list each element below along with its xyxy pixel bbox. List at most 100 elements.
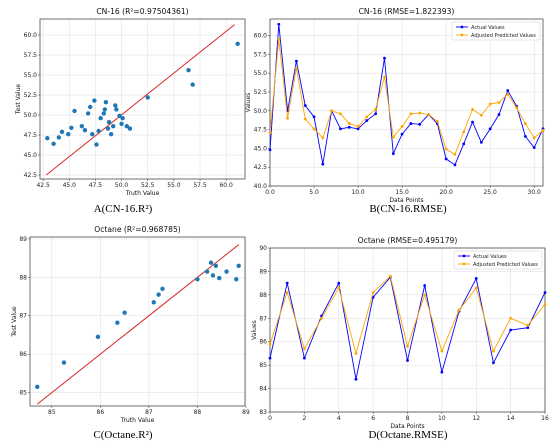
scatter-point [236,263,241,269]
scatter-point [234,277,239,282]
series-point-predicted [427,113,430,116]
series-point-predicted [330,109,334,113]
series-point-actual [365,119,369,122]
series-point-predicted [268,342,272,346]
panel-c-scatter-octane: 85 86 87 88 89 85 86 87 88 89 Octane (R²=0.968785)… [11,225,250,424]
series-point-actual [356,127,360,131]
x-axis-label: Data Points [389,197,423,204]
series-point-predicted [312,127,316,131]
y-tick-label: 42.5 [24,172,38,179]
series-point-predicted [543,302,547,306]
series-line-actual [269,24,544,166]
scatter-point [106,120,112,125]
scatter-point [208,260,214,265]
legend-box [451,21,541,41]
series-point-predicted [479,113,483,117]
x-axis-label: Data Points [390,423,424,430]
scatter-point [156,292,161,297]
scatter-point [96,128,101,134]
scatter-point [95,334,101,340]
series-point-predicted [474,286,478,290]
x-tick-label: 16 [541,415,549,422]
scatter-point [69,125,74,130]
x-tick-label: 4 [337,415,341,422]
y-tick-label: 47.5 [24,132,38,139]
scatter-point [111,124,116,129]
axes-frame [39,18,246,180]
x-tick-label: 50.0 [115,182,129,189]
y-tick-label: 88 [19,274,27,281]
series-point-actual [444,157,448,161]
series-point-predicted [418,111,422,115]
x-tick-label: 8 [406,415,410,422]
y-tick-label: 52.5 [254,89,268,96]
series-point-predicted [523,122,527,125]
series-point-predicted [406,345,409,348]
chart-title: CN-16 (RMSE=1.822393) [359,7,455,16]
y-tick-label: 85 [19,390,27,397]
series-point-actual [474,277,478,280]
scatter-point [92,98,97,103]
legend-swatch-marker [460,33,464,37]
series-point-actual [268,148,272,152]
series-point-actual [285,281,289,285]
series-point-actual [374,112,378,116]
scatter-point [210,273,216,278]
x-tick-label: 20.0 [439,189,453,196]
series-point-predicted [457,308,461,312]
axes-frame [269,18,544,187]
series-line-predicted [269,39,544,156]
series-point-actual [391,152,395,156]
series-point-predicted [400,125,404,128]
scatter-point [217,275,222,281]
x-tick-label: 88 [194,409,202,416]
scatter-point [235,41,240,46]
y-tick-label: 45.0 [254,145,268,152]
series-point-actual [347,125,351,129]
y-tick-label: 90 [259,245,267,252]
y-tick-label: 85 [259,362,267,369]
y-tick-label: 50.0 [254,108,268,115]
series-point-predicted [388,274,392,278]
scatter-point [115,320,120,325]
chart-title: CN-16 (R²=0.97504361) [96,7,188,16]
scatter-point [101,111,107,116]
series-point-predicted [488,102,492,106]
series-point-actual [302,356,306,360]
x-axis-label: Truth Value [125,190,160,197]
series-point-actual [277,22,281,26]
legend-swatch-marker [460,25,464,29]
scatter-point [85,111,91,116]
series-point-predicted [423,293,427,297]
y-tick-label: 87 [259,315,267,322]
series-point-predicted [347,122,351,125]
y-axis-label: Test Value [11,306,18,338]
series-point-predicted [462,130,466,134]
scatter-point [195,277,200,282]
scatter-point [66,132,71,137]
x-tick-label: 57.5 [193,182,207,189]
chart-title: Octane (RMSE=0.495179) [358,236,458,245]
series-point-actual [339,127,342,131]
caption-c: C(Octane.R²) [93,429,153,441]
series-point-actual [295,59,298,63]
x-tick-label: 86 [97,409,105,416]
x-tick-label: 2 [302,415,306,422]
fit-line [45,24,235,176]
series-point-actual [506,89,510,92]
scatter-point [119,121,124,127]
series-point-actual [523,134,527,138]
series-point-predicted [391,135,395,139]
scatter-point [213,263,219,269]
x-tick-label: 52.5 [141,182,155,189]
series-point-actual [423,284,427,287]
scatter-point [190,82,195,87]
series-point-predicted [435,119,439,123]
series-point-predicted [295,66,298,70]
y-axis-label: Test Value [15,84,22,116]
plot-area [270,19,543,186]
series-point-actual [400,132,404,136]
scatter-point [124,124,130,129]
scatter-point [72,108,77,114]
scatter-point [94,142,99,147]
